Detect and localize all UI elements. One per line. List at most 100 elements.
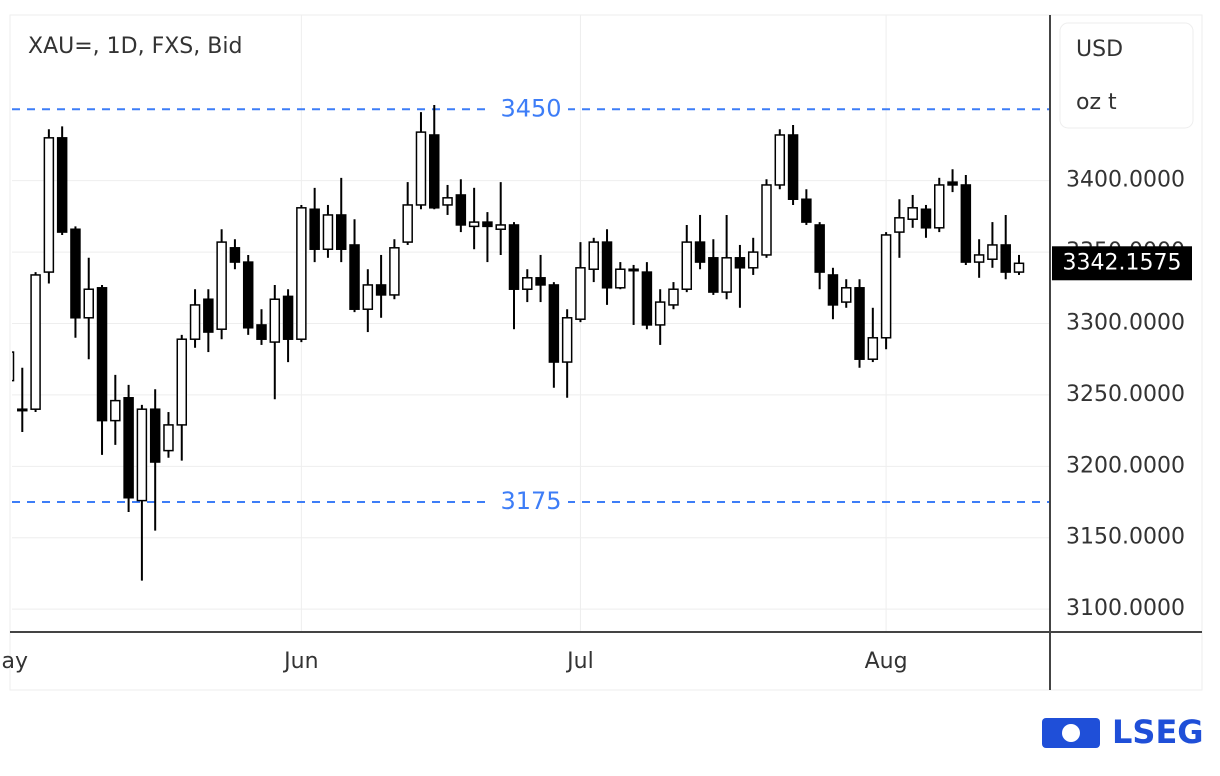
candle-body (136, 408, 148, 502)
candle-body (508, 224, 520, 290)
x-tick-label: May (0, 649, 28, 674)
candle-body (282, 295, 294, 340)
candle-body (429, 134, 440, 209)
unit-box (1059, 22, 1194, 129)
y-tick-label: 3150.0000 (1066, 525, 1185, 550)
candle-body (535, 277, 546, 286)
candle-body (43, 137, 55, 273)
candle-body (96, 287, 108, 422)
candle-body (1013, 262, 1025, 273)
candle-body (934, 184, 945, 229)
candle-body (269, 298, 281, 343)
candle-body (973, 254, 985, 263)
candle-body (110, 399, 121, 422)
candle-body (907, 207, 918, 220)
y-tick-label: 3250.0000 (1066, 382, 1185, 407)
candle-body (256, 324, 267, 340)
y-tick-label: 3300.0000 (1066, 311, 1185, 336)
candle-body (668, 288, 679, 306)
candle-body (415, 131, 427, 206)
candle-body (827, 274, 839, 306)
candle-body (362, 284, 374, 310)
candle-body (708, 257, 719, 293)
candle-body (17, 408, 28, 412)
candle-body (734, 257, 746, 269)
grid: 3450 3175 (12, 15, 1050, 632)
candle-body (588, 241, 599, 270)
candle-body (349, 244, 360, 310)
candle-body (83, 288, 94, 319)
y-tick-label: 3200.0000 (1066, 453, 1185, 478)
candle-body (894, 217, 905, 233)
candle-body (801, 198, 812, 223)
candle-body (70, 228, 81, 319)
candle-body (335, 214, 347, 250)
brand-logo: LSEG (1042, 713, 1204, 751)
x-tick-label: Aug (865, 649, 908, 674)
candle-body (920, 208, 932, 229)
unit: oz t (1076, 90, 1117, 115)
x-tick-label: Jun (282, 649, 318, 674)
candle-body (56, 137, 68, 233)
x-tick-label: Jul (565, 649, 594, 674)
candle-body (761, 184, 772, 256)
candle-body (229, 247, 241, 263)
candle-body (1000, 244, 1011, 273)
candle-body (149, 408, 161, 463)
candle-body (960, 184, 972, 263)
candle-body (987, 244, 998, 260)
candle-body (575, 267, 586, 320)
candle-body (601, 241, 613, 289)
candle-body (522, 277, 533, 290)
candle-body (309, 208, 320, 250)
candle-body (840, 287, 852, 303)
candle-body (402, 204, 413, 243)
reference-label: 3450 (500, 94, 561, 122)
candle-body (947, 181, 958, 186)
candle-body (30, 274, 41, 410)
candle-body (641, 271, 653, 326)
y-tick-label: 3100.0000 (1066, 596, 1185, 621)
unit: USD (1076, 37, 1123, 62)
y-tick-label: 3400.0000 (1066, 168, 1185, 193)
candle-body (176, 338, 188, 426)
candle-body (296, 207, 307, 340)
reference-label: 3175 (500, 487, 561, 515)
candle-body (694, 241, 706, 263)
last-price-tag (1052, 246, 1192, 281)
candle-body (854, 287, 865, 360)
frame (9, 14, 1203, 691)
candle-body (468, 221, 480, 228)
candle-body (787, 134, 799, 200)
candle-body (867, 337, 879, 360)
candle-body (561, 317, 573, 363)
candle-body (747, 251, 759, 269)
candle-body (123, 397, 134, 499)
candle-body (495, 224, 506, 230)
reference-label-bg (492, 95, 568, 124)
candle-body (242, 261, 254, 329)
candle-body (721, 257, 732, 293)
candle-body (880, 234, 892, 339)
candle-body (628, 268, 639, 272)
last-price-label: 3342.1575 (1063, 250, 1182, 275)
candle-body (189, 304, 201, 340)
chart-title: XAU=, 1D, FXS, Bid (28, 34, 242, 59)
candle-body (216, 241, 227, 330)
candle-body (12, 351, 15, 382)
candle-body (654, 301, 666, 326)
candles (12, 104, 1025, 581)
candle-body (322, 214, 334, 250)
candle-body (774, 134, 786, 186)
candle-body (389, 247, 400, 296)
candle-body (203, 298, 214, 333)
candle-body (548, 284, 560, 363)
candle-body (455, 194, 467, 226)
candle-body (482, 221, 493, 228)
brand: LSEG (1112, 713, 1204, 751)
candle-body (442, 197, 453, 206)
reference-label-bg (492, 488, 568, 517)
candle-body (163, 424, 174, 452)
candle-body (615, 268, 626, 289)
